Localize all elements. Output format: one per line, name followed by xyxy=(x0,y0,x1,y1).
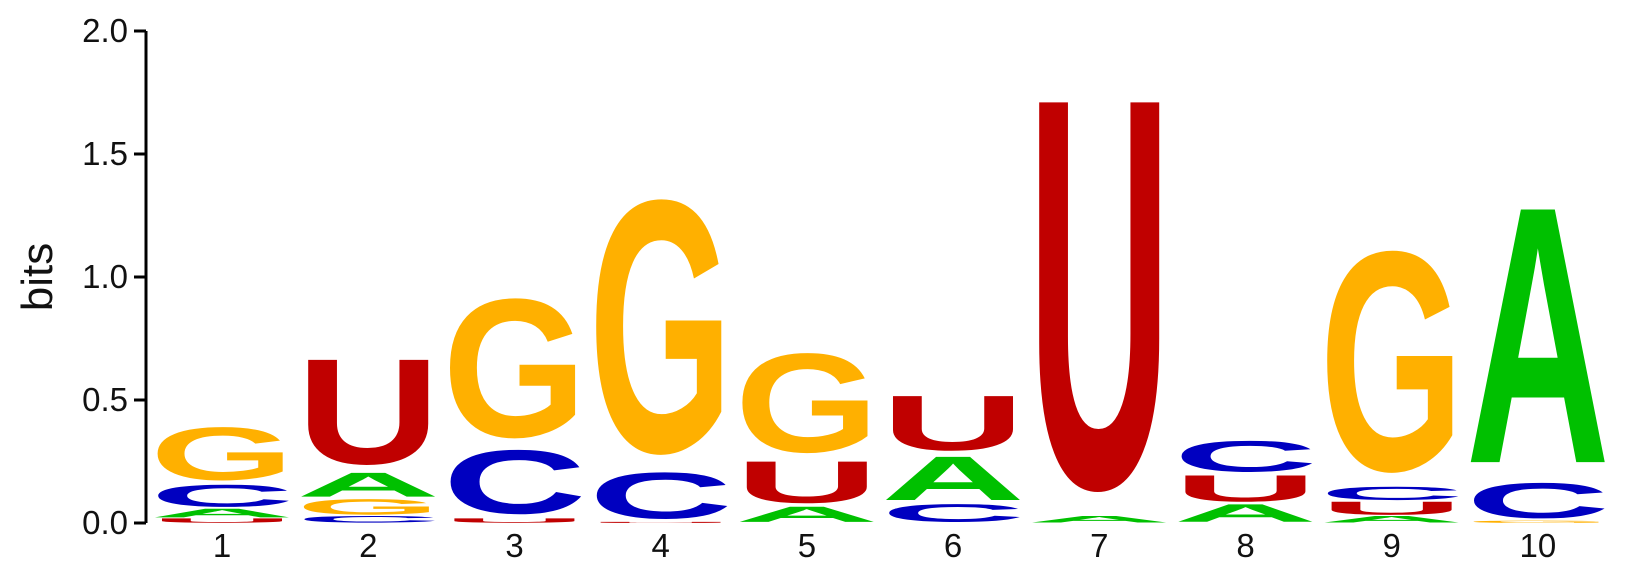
logo-letter-G: G xyxy=(1320,186,1464,537)
position-label: 2 xyxy=(359,527,377,564)
logo-letter-U: U xyxy=(296,328,440,496)
logo-letter-C: C xyxy=(1173,432,1317,481)
logo-letter-C: C xyxy=(296,514,440,525)
logo-letter-A: A xyxy=(735,502,879,527)
position-label: 1 xyxy=(213,527,231,564)
position-label: 9 xyxy=(1383,527,1401,564)
logo-letter-U: U xyxy=(150,517,294,524)
stack-position-4: UCG xyxy=(589,124,733,532)
logo-letter-A: A xyxy=(1466,129,1610,540)
stack-position-5: AUG xyxy=(735,324,879,527)
logo-letter-A: A xyxy=(1320,514,1464,525)
logo-letter-U: U xyxy=(589,521,733,523)
logo-letter-U: U xyxy=(1320,498,1464,519)
logo-letter-U: U xyxy=(735,449,879,515)
logo-letter-C: C xyxy=(442,431,586,532)
logo-letter-C: C xyxy=(150,479,294,514)
y-tick-label: 0.0 xyxy=(82,504,128,541)
position-label: 3 xyxy=(505,527,523,564)
logo-letter-A: A xyxy=(1173,499,1317,527)
position-label: 5 xyxy=(798,527,816,564)
logo-letter-G: G xyxy=(589,124,733,528)
stack-position-8: AUC xyxy=(1173,432,1317,527)
logo-letter-G: G xyxy=(1466,520,1610,524)
logo-letter-U: U xyxy=(1173,468,1317,510)
logo-letter-G: G xyxy=(735,324,879,482)
stack-position-7: AU xyxy=(1027,0,1171,565)
logo-letter-U: U xyxy=(881,380,1025,467)
stack-position-10: GCA xyxy=(1466,129,1610,540)
logo-letter-G: G xyxy=(442,258,586,479)
logo-letter-G: G xyxy=(150,412,294,496)
logo-letter-A: A xyxy=(296,466,440,505)
logo-letter-U: U xyxy=(1027,0,1171,565)
logo-letter-A: A xyxy=(881,444,1025,514)
position-label: 4 xyxy=(652,527,670,564)
y-tick-label: 1.5 xyxy=(82,135,128,172)
logo-letter-A: A xyxy=(1027,514,1171,525)
logo-letter-C: C xyxy=(589,459,733,533)
position-label: 10 xyxy=(1520,527,1557,564)
stack-position-6: CAU xyxy=(881,380,1025,527)
logo-letter-C: C xyxy=(1466,472,1610,528)
logo-letter-G: G xyxy=(296,495,440,519)
y-tick-label: 1.0 xyxy=(82,258,128,295)
position-label: 7 xyxy=(1090,527,1108,564)
y-axis: 0.0 0.5 1.0 1.5 2.0 xyxy=(82,12,148,541)
y-tick-label: 0.5 xyxy=(82,381,128,418)
x-axis-labels: 1 2 3 4 5 6 7 8 9 10 xyxy=(213,527,1556,564)
y-tick-label: 2.0 xyxy=(82,12,128,49)
stack-position-3: UCG xyxy=(442,258,586,533)
logo-letter-C: C xyxy=(1320,483,1464,504)
logo-letter-A: A xyxy=(150,506,294,520)
position-label: 8 xyxy=(1236,527,1254,564)
y-axis-title: bits xyxy=(13,243,62,311)
logo-letter-U: U xyxy=(442,517,586,524)
position-label: 6 xyxy=(944,527,962,564)
logo-letter-C: C xyxy=(881,499,1025,527)
